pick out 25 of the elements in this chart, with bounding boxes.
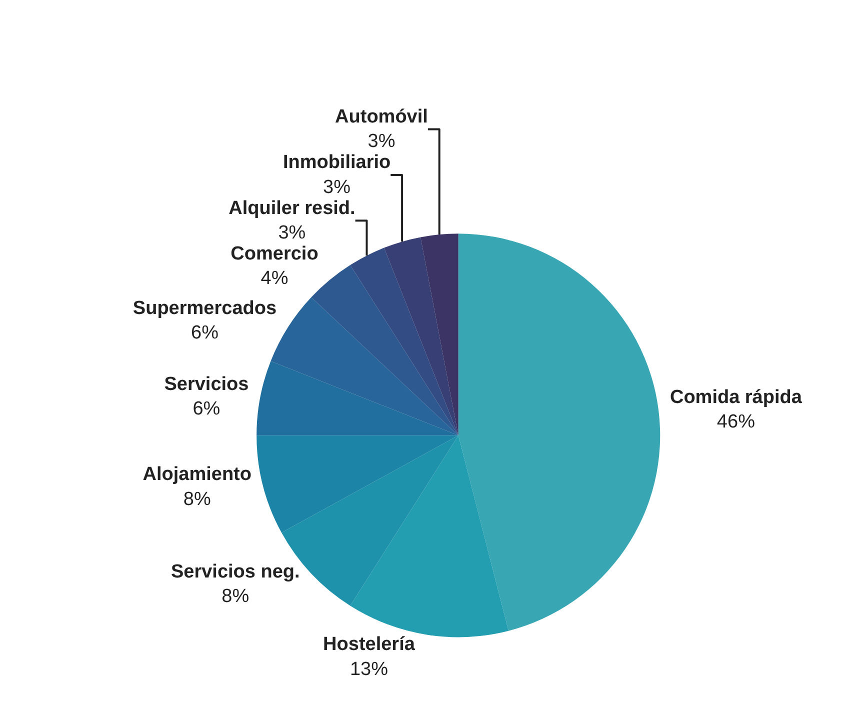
slice-label: Alojamiento xyxy=(142,464,252,486)
data-label: 3% xyxy=(368,131,396,152)
pie-slice xyxy=(256,435,458,533)
pie-slice xyxy=(350,248,458,436)
pie-slice xyxy=(420,234,458,436)
slice-label: Comercio xyxy=(230,244,318,265)
data-label: 6% xyxy=(191,322,219,344)
data-label: 3% xyxy=(278,222,306,244)
data-label: 46% xyxy=(716,412,756,433)
slice-label: Servicios neg. xyxy=(170,561,300,582)
slice-label: Comida rápida xyxy=(670,386,802,408)
slice-label: Inmobiliario xyxy=(282,152,391,174)
data-label: 3% xyxy=(323,176,351,198)
slice-label: Automóvil xyxy=(335,106,428,128)
data-label: 6% xyxy=(192,398,220,420)
data-label: 4% xyxy=(260,268,288,290)
slice-label: Supermercados xyxy=(132,298,277,319)
pie-slice xyxy=(384,237,458,436)
data-label: 8% xyxy=(222,586,250,608)
slice-label: Hostelería xyxy=(323,634,416,656)
slice-label: Servicios xyxy=(164,374,249,395)
data-label: 8% xyxy=(183,488,211,510)
pie-slice xyxy=(458,234,660,631)
data-label: 13% xyxy=(350,658,388,680)
slice-label: Alquiler resid. xyxy=(228,198,356,219)
